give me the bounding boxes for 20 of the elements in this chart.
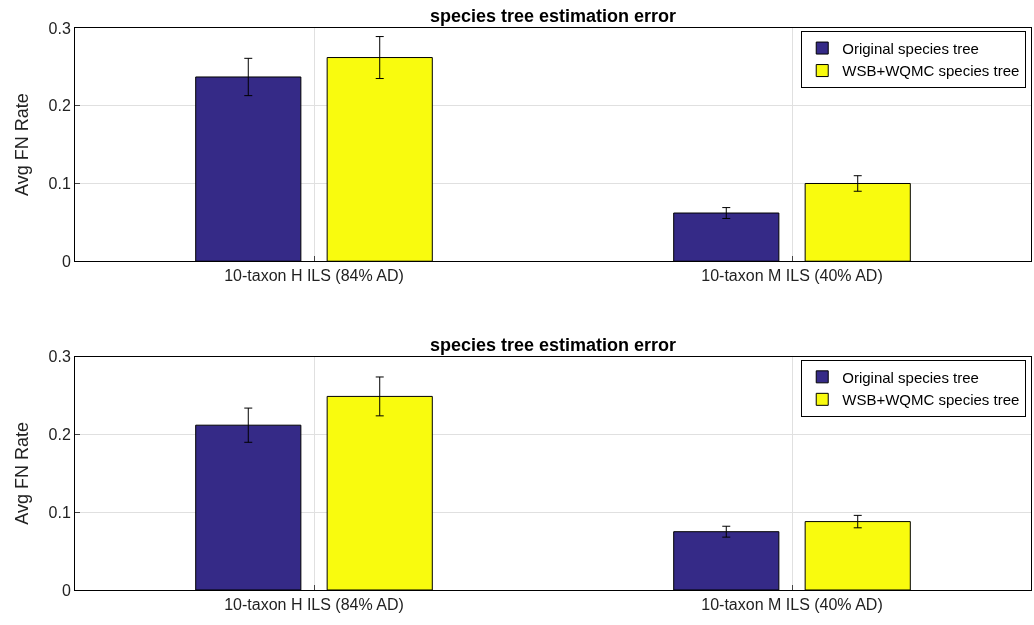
y-tick-label: 0.1 [48,503,71,521]
x-tick-label: 10-taxon H ILS (84% AD) [224,596,404,614]
legend-label: WSB+WQMC species tree [842,62,1020,80]
y-tick-label: 0 [61,252,71,270]
x-tick-label: 10-taxon M ILS (40% AD) [701,267,883,285]
chart-title: species tree estimation error [430,6,677,26]
y-tick-label: 0.2 [48,97,71,115]
y-tick-label: 0.1 [48,175,71,193]
legend-label: WSB+WQMC species tree [842,391,1020,409]
y-axis-title: Avg FN Rate [11,422,32,525]
legend-label: Original species tree [842,39,979,57]
y-tick-label: 0 [61,581,71,599]
y-tick-label: 0.3 [48,19,71,37]
y-axis-title: Avg FN Rate [11,93,32,196]
y-tick-label: 0.2 [48,426,71,444]
x-tick-label: 10-taxon M ILS (40% AD) [701,596,883,614]
x-tick-label: 10-taxon H ILS (84% AD) [224,267,404,285]
chart-title: species tree estimation error [430,335,677,355]
legend-label: Original species tree [842,368,979,386]
y-tick-label: 0.3 [48,348,71,366]
